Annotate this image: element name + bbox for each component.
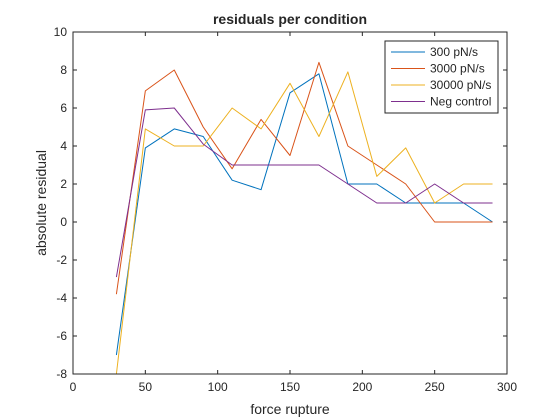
legend-label: Neg control — [430, 95, 491, 109]
x-tick-label: 300 — [497, 380, 517, 394]
y-tick-label: -4 — [56, 291, 67, 305]
x-axis-label: force rupture — [250, 401, 330, 417]
y-tick-label: 6 — [60, 101, 67, 115]
chart-title: residuals per condition — [213, 11, 367, 27]
x-tick-label: 50 — [139, 380, 153, 394]
series-line-4 — [115, 107, 493, 278]
legend-label: 30000 pN/s — [430, 78, 491, 92]
y-tick-label: 4 — [60, 139, 67, 153]
x-tick-label: 100 — [208, 380, 228, 394]
legend: 300 pN/s 3000 pN/s 30000 pN/s Neg control — [384, 40, 499, 114]
y-tick-label: 0 — [60, 215, 67, 229]
x-tick-label: 250 — [425, 380, 445, 394]
y-tick-label: 2 — [60, 177, 67, 191]
legend-label: 3000 pN/s — [430, 62, 485, 76]
series-line-3 — [115, 71, 493, 375]
y-tick-label: -6 — [56, 329, 67, 343]
y-tick-label: 10 — [54, 25, 68, 39]
series-line-1 — [115, 73, 493, 356]
x-tick-label: 150 — [280, 380, 300, 394]
legend-label: 300 pN/s — [430, 45, 478, 59]
y-tick-label: -8 — [56, 367, 67, 381]
y-axis-label: absolute residual — [33, 150, 49, 256]
x-tick-label: 0 — [70, 380, 77, 394]
y-tick-label: 8 — [60, 63, 67, 77]
x-tick-label: 200 — [352, 380, 372, 394]
series-layer — [115, 61, 493, 375]
y-tick-label: -2 — [56, 253, 67, 267]
axes-layer: 0 50 100 150 200 250 300 -8 -6 -4 -2 0 2 4 6 8 10 — [54, 25, 518, 394]
